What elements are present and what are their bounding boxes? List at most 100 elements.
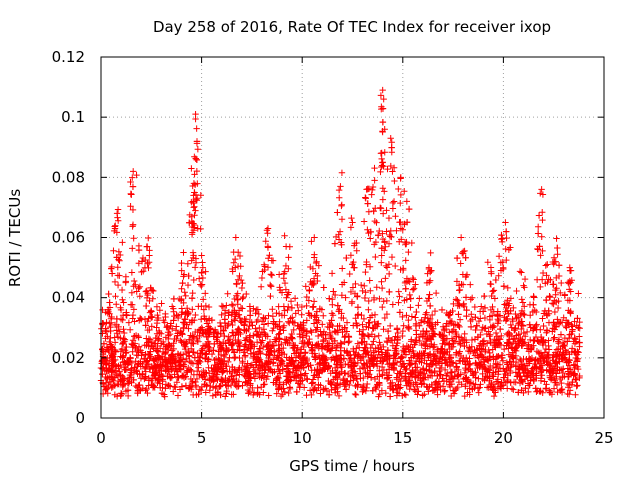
data-point xyxy=(172,363,180,370)
data-point xyxy=(189,229,196,236)
data-point xyxy=(225,339,233,346)
data-point xyxy=(361,344,368,351)
data-point xyxy=(341,324,348,331)
data-point xyxy=(285,303,292,310)
data-point xyxy=(385,366,393,373)
data-point xyxy=(229,329,237,337)
data-point xyxy=(241,362,248,370)
data-point xyxy=(251,366,259,374)
data-point xyxy=(252,325,259,332)
data-point xyxy=(133,288,140,295)
data-point xyxy=(488,270,495,277)
data-point xyxy=(337,339,344,347)
data-point xyxy=(243,327,250,335)
data-point xyxy=(270,379,277,386)
data-point xyxy=(422,311,429,318)
data-point xyxy=(467,317,474,325)
data-point xyxy=(296,384,303,391)
data-point xyxy=(558,386,565,394)
data-point xyxy=(482,324,489,332)
data-point xyxy=(411,341,418,348)
data-point xyxy=(268,272,276,279)
data-point xyxy=(274,362,281,369)
data-point xyxy=(576,339,583,346)
data-point xyxy=(416,295,423,302)
data-point xyxy=(554,251,561,258)
data-point xyxy=(379,128,386,136)
data-point xyxy=(123,309,130,316)
data-point xyxy=(388,362,396,370)
data-point xyxy=(275,310,283,317)
data-point xyxy=(475,354,482,361)
data-point xyxy=(307,362,314,369)
data-point xyxy=(111,382,118,389)
data-point xyxy=(124,361,132,369)
data-point xyxy=(275,271,283,278)
data-point xyxy=(540,310,548,317)
data-point xyxy=(546,360,554,367)
data-point xyxy=(511,345,519,353)
data-point xyxy=(371,311,379,318)
data-point xyxy=(397,199,404,207)
data-point xyxy=(449,343,457,350)
data-point xyxy=(537,252,544,259)
data-point xyxy=(564,380,572,388)
data-point xyxy=(486,369,493,376)
data-point xyxy=(254,370,262,377)
data-point xyxy=(385,214,393,222)
data-point xyxy=(397,358,404,365)
data-point xyxy=(190,180,198,187)
data-point xyxy=(566,381,573,389)
data-point xyxy=(349,372,356,379)
data-point xyxy=(104,306,112,313)
data-point xyxy=(428,311,436,319)
data-point xyxy=(500,282,508,290)
data-point xyxy=(344,370,352,378)
data-point xyxy=(349,219,356,226)
y-tick-label: 0.06 xyxy=(52,229,85,247)
data-point xyxy=(451,387,459,394)
data-point xyxy=(426,302,434,310)
data-point xyxy=(216,383,223,390)
data-point xyxy=(487,281,495,288)
data-point xyxy=(461,342,468,350)
data-point xyxy=(468,336,476,344)
data-point xyxy=(304,339,311,347)
data-point xyxy=(281,307,288,314)
data-point xyxy=(332,373,339,380)
data-point xyxy=(373,284,380,291)
data-point xyxy=(189,249,197,256)
data-point xyxy=(472,314,479,321)
data-point xyxy=(245,344,252,352)
data-point xyxy=(329,301,336,308)
data-point xyxy=(504,372,511,379)
data-point xyxy=(425,354,432,361)
data-point xyxy=(116,272,123,279)
data-point xyxy=(396,219,403,226)
data-point xyxy=(392,345,399,352)
data-point xyxy=(459,271,467,278)
data-point xyxy=(171,335,178,343)
data-point xyxy=(498,231,505,239)
data-point xyxy=(299,377,306,384)
data-point xyxy=(341,370,349,377)
y-tick-label: 0.02 xyxy=(52,349,85,367)
data-point xyxy=(192,110,199,118)
data-point xyxy=(211,368,219,375)
data-point xyxy=(280,344,287,352)
data-point xyxy=(382,262,390,270)
data-point xyxy=(209,384,217,391)
data-point xyxy=(541,378,548,385)
data-point xyxy=(243,365,250,373)
data-point xyxy=(276,367,283,375)
data-point xyxy=(232,264,239,271)
data-point xyxy=(362,268,369,276)
data-point xyxy=(155,327,163,335)
data-point xyxy=(539,216,546,224)
data-point xyxy=(110,377,117,385)
data-point xyxy=(379,210,387,217)
data-point xyxy=(376,339,383,346)
data-point xyxy=(129,337,137,344)
data-point xyxy=(360,315,368,323)
data-point xyxy=(463,306,470,314)
